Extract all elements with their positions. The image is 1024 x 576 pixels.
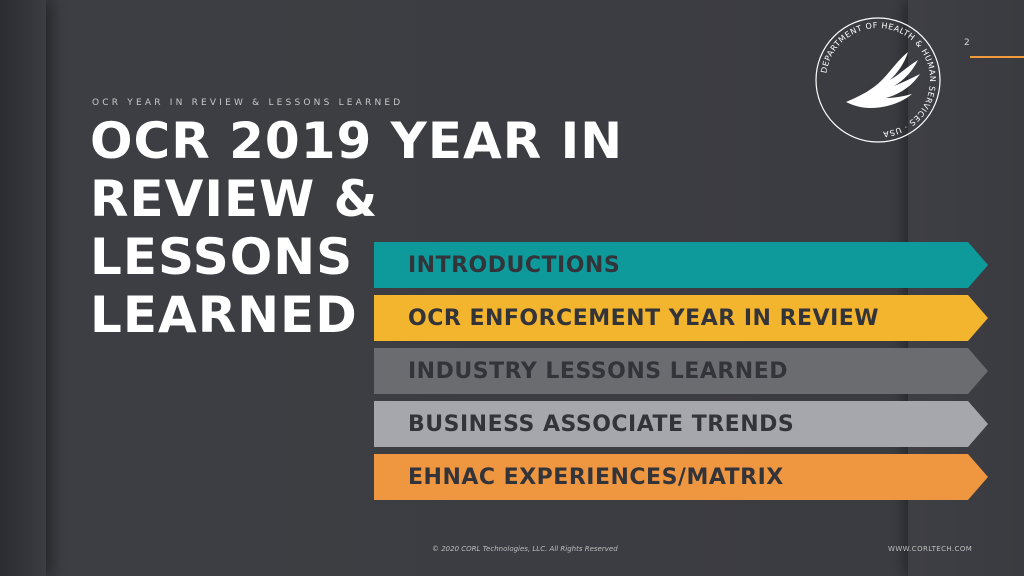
slide-title: OCR 2019 YEAR IN REVIEW & LESSONS LEARNE… — [90, 112, 650, 344]
agenda-list: INTRODUCTIONS OCR ENFORCEMENT YEAR IN RE… — [374, 242, 988, 507]
agenda-item-label: BUSINESS ASSOCIATE TRENDS — [408, 411, 795, 437]
agenda-item-label: OCR ENFORCEMENT YEAR IN REVIEW — [408, 305, 880, 331]
agenda-item-industry-lessons: INDUSTRY LESSONS LEARNED — [374, 348, 988, 394]
agenda-item-ocr-enforcement: OCR ENFORCEMENT YEAR IN REVIEW — [374, 295, 988, 341]
page-number: 2 — [964, 38, 970, 48]
seal-text: DEPARTMENT OF HEALTH & HUMAN SERVICES · … — [819, 21, 936, 139]
title-line: REVIEW & LESSONS — [90, 170, 379, 286]
agenda-item-business-associate: BUSINESS ASSOCIATE TRENDS — [374, 401, 988, 447]
footer-copyright: © 2020 CORL Technologies, LLC. All Right… — [432, 545, 618, 553]
agenda-item-label: EHNAC EXPERIENCES/MATRIX — [408, 464, 784, 490]
title-line: OCR 2019 YEAR IN — [90, 112, 624, 170]
slide-kicker: OCR YEAR IN REVIEW & LESSONS LEARNED — [92, 98, 404, 108]
agenda-item-label: INDUSTRY LESSONS LEARNED — [408, 358, 788, 384]
accent-line — [970, 56, 1024, 58]
svg-text:DEPARTMENT OF HEALTH & HUMAN S: DEPARTMENT OF HEALTH & HUMAN SERVICES · … — [819, 21, 937, 139]
title-line: LEARNED — [90, 286, 358, 344]
hhs-seal-icon: DEPARTMENT OF HEALTH & HUMAN SERVICES · … — [815, 17, 941, 143]
agenda-item-introductions: INTRODUCTIONS — [374, 242, 988, 288]
footer-url[interactable]: WWW.CORLTECH.COM — [888, 545, 973, 553]
decorative-left-panel — [0, 0, 46, 576]
agenda-item-label: INTRODUCTIONS — [408, 252, 621, 278]
agenda-item-ehnac: EHNAC EXPERIENCES/MATRIX — [374, 454, 988, 500]
